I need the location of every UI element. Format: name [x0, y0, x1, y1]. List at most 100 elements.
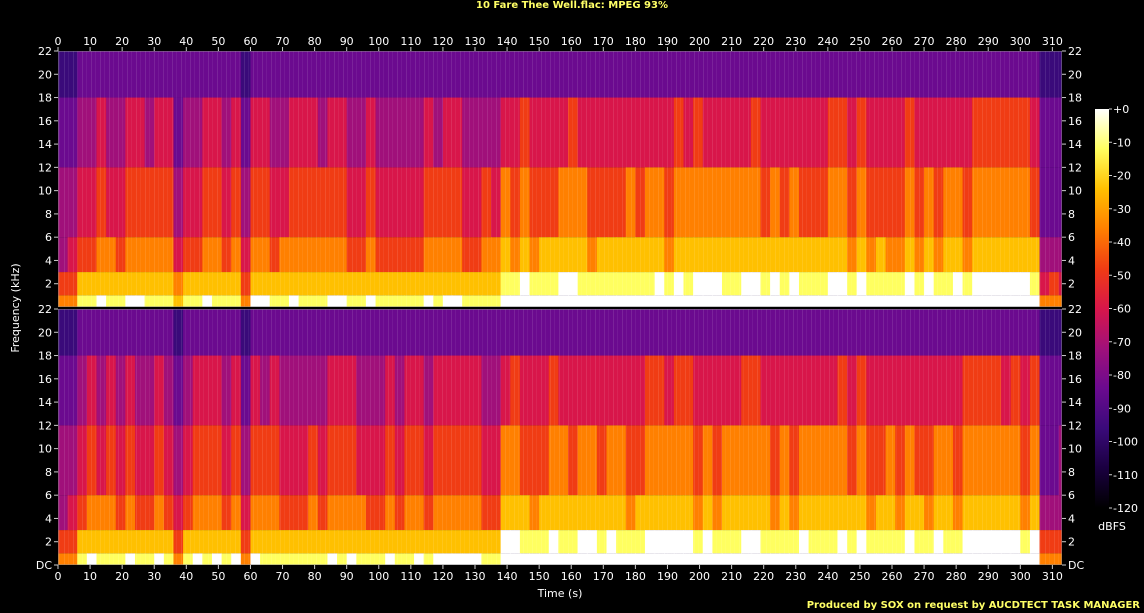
y-tick-left: 4: [45, 512, 52, 525]
x-tick-top: 190: [657, 35, 678, 48]
x-tick-top: 150: [529, 35, 550, 48]
y-tick-left: 10: [38, 185, 52, 198]
y-tick-left: 20: [38, 68, 52, 81]
colorbar-tick: -10: [1113, 136, 1131, 149]
colorbar-tick: -80: [1113, 369, 1131, 382]
y-tick-left: 8: [45, 208, 52, 221]
y-tick-left: 14: [38, 138, 52, 151]
y-tick-left: 22: [38, 303, 52, 316]
y-tick-left: 20: [38, 326, 52, 339]
x-tick-bottom: 20: [115, 570, 129, 583]
y-tick-right: 2: [1068, 536, 1075, 549]
x-tick-bottom: 0: [55, 570, 62, 583]
y-tick-right: DC: [1068, 559, 1084, 572]
x-tick-bottom: 250: [849, 570, 870, 583]
y-tick-left: 10: [38, 443, 52, 456]
x-tick-top: 200: [689, 35, 710, 48]
x-tick-top: 180: [625, 35, 646, 48]
colorbar-tick: -50: [1113, 269, 1131, 282]
x-tick-top: 240: [817, 35, 838, 48]
x-tick-bottom: 150: [529, 570, 550, 583]
x-tick-bottom: 110: [400, 570, 421, 583]
x-tick-bottom: 260: [881, 570, 902, 583]
y-tick-left: 6: [45, 231, 52, 244]
colorbar-tick: +0: [1113, 103, 1129, 116]
colorbar-tick: -30: [1113, 203, 1131, 216]
spectrogram-channel-2: [58, 309, 1062, 565]
y-tick-left: 8: [45, 466, 52, 479]
x-tick-top: 280: [946, 35, 967, 48]
footer-credit: Produced by SOX on request by AUCDTECT T…: [806, 600, 1140, 611]
y-tick-right: 4: [1068, 512, 1075, 525]
x-tick-top: 30: [147, 35, 161, 48]
x-tick-top: 250: [849, 35, 870, 48]
x-tick-bottom: 40: [179, 570, 193, 583]
x-tick-top: 130: [464, 35, 485, 48]
x-tick-top: 60: [243, 35, 257, 48]
y-tick-left: 12: [38, 419, 52, 432]
x-tick-bottom: 60: [243, 570, 257, 583]
x-tick-bottom: 80: [308, 570, 322, 583]
x-tick-bottom: 30: [147, 570, 161, 583]
x-tick-bottom: 100: [368, 570, 389, 583]
x-axis-label: Time (s): [537, 587, 583, 600]
x-tick-top: 100: [368, 35, 389, 48]
colorbar-tick: -90: [1113, 402, 1131, 415]
y-tick-left: 6: [45, 489, 52, 502]
y-tick-right: 8: [1068, 466, 1075, 479]
x-tick-top: 110: [400, 35, 421, 48]
chart-title: 10 Fare Thee Well.flac: MPEG 93%: [476, 0, 668, 11]
x-tick-bottom: 160: [561, 570, 582, 583]
x-tick-bottom: 210: [721, 570, 742, 583]
x-tick-top: 260: [881, 35, 902, 48]
x-tick-top: 70: [276, 35, 290, 48]
x-tick-bottom: 300: [1010, 570, 1031, 583]
x-tick-top: 20: [115, 35, 129, 48]
y-tick-left: 14: [38, 396, 52, 409]
x-tick-bottom: 170: [593, 570, 614, 583]
y-tick-right: 18: [1068, 350, 1082, 363]
y-tick-right: 18: [1068, 92, 1082, 105]
y-tick-right: 10: [1068, 185, 1082, 198]
y-tick-right: 16: [1068, 115, 1082, 128]
y-tick-left: 4: [45, 254, 52, 267]
x-tick-top: 120: [432, 35, 453, 48]
spectrogram-channel-1: [58, 51, 1062, 307]
y-tick-left: 16: [38, 373, 52, 386]
y-tick-right: 10: [1068, 443, 1082, 456]
x-tick-top: 80: [308, 35, 322, 48]
y-tick-right: 6: [1068, 231, 1075, 244]
x-tick-top: 0: [55, 35, 62, 48]
colorbar: [1095, 109, 1109, 508]
colorbar-tick: -20: [1113, 170, 1131, 183]
y-tick-right: 16: [1068, 373, 1082, 386]
y-tick-right: 14: [1068, 138, 1082, 151]
x-tick-top: 140: [497, 35, 518, 48]
x-tick-top: 230: [785, 35, 806, 48]
x-tick-bottom: 50: [211, 570, 225, 583]
y-tick-left: 2: [45, 278, 52, 291]
y-tick-right: 6: [1068, 489, 1075, 502]
x-tick-bottom: 140: [497, 570, 518, 583]
x-tick-top: 170: [593, 35, 614, 48]
x-tick-top: 50: [211, 35, 225, 48]
x-tick-bottom: 240: [817, 570, 838, 583]
y-tick-right: 12: [1068, 161, 1082, 174]
x-tick-top: 270: [914, 35, 935, 48]
colorbar-tick: -40: [1113, 236, 1131, 249]
y-axis-label: Frequency (kHz): [9, 263, 22, 352]
x-tick-bottom: 10: [83, 570, 97, 583]
x-tick-top: 220: [753, 35, 774, 48]
y-tick-left: 12: [38, 161, 52, 174]
x-tick-bottom: 180: [625, 570, 646, 583]
y-tick-right: 12: [1068, 419, 1082, 432]
y-tick-right: 20: [1068, 326, 1082, 339]
x-tick-bottom: 230: [785, 570, 806, 583]
x-tick-bottom: 270: [914, 570, 935, 583]
y-tick-left: DC: [36, 559, 52, 572]
colorbar-tick: -120: [1113, 502, 1138, 515]
x-tick-top: 290: [978, 35, 999, 48]
y-tick-right: 22: [1068, 45, 1082, 58]
x-tick-bottom: 70: [276, 570, 290, 583]
